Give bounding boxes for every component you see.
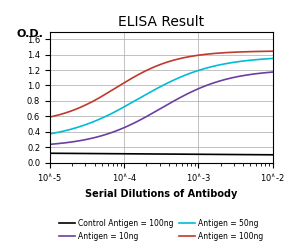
Line: Antigen = 100ng: Antigen = 100ng xyxy=(50,51,273,117)
Line: Control Antigen = 100ng: Control Antigen = 100ng xyxy=(50,153,273,155)
Antigen = 100ng xyxy=(270,50,274,53)
Antigen = 50ng xyxy=(271,57,275,60)
Text: O.D.: O.D. xyxy=(16,29,43,39)
Antigen = 100ng xyxy=(83,104,87,107)
X-axis label: Serial Dilutions of Antibody: Serial Dilutions of Antibody xyxy=(85,189,237,199)
Antigen = 50ng xyxy=(134,98,138,102)
Antigen = 10ng xyxy=(271,70,275,74)
Antigen = 10ng xyxy=(48,143,52,146)
Antigen = 50ng xyxy=(138,96,142,100)
Antigen = 100ng xyxy=(271,50,275,53)
Antigen = 100ng xyxy=(69,110,73,113)
Antigen = 50ng xyxy=(48,132,52,136)
Legend: Control Antigen = 100ng, Antigen = 10ng, Antigen = 50ng, Antigen = 100ng: Control Antigen = 100ng, Antigen = 10ng,… xyxy=(56,216,266,244)
Antigen = 100ng xyxy=(48,116,52,118)
Control Antigen = 100ng xyxy=(270,153,274,156)
Antigen = 10ng xyxy=(138,118,142,122)
Title: ELISA Result: ELISA Result xyxy=(118,15,204,29)
Antigen = 100ng xyxy=(134,74,138,77)
Control Antigen = 100ng xyxy=(271,153,275,156)
Line: Antigen = 10ng: Antigen = 10ng xyxy=(50,72,273,144)
Control Antigen = 100ng xyxy=(134,152,138,155)
Control Antigen = 100ng xyxy=(83,152,87,155)
Antigen = 10ng xyxy=(69,140,73,143)
Control Antigen = 100ng xyxy=(139,152,142,156)
Control Antigen = 100ng xyxy=(138,152,142,156)
Antigen = 10ng xyxy=(270,71,274,74)
Control Antigen = 100ng xyxy=(48,152,52,155)
Antigen = 10ng xyxy=(139,118,142,121)
Antigen = 50ng xyxy=(139,96,142,99)
Control Antigen = 100ng xyxy=(69,152,73,155)
Antigen = 100ng xyxy=(138,72,142,75)
Antigen = 10ng xyxy=(83,138,87,141)
Antigen = 10ng xyxy=(134,120,138,124)
Line: Antigen = 50ng: Antigen = 50ng xyxy=(50,58,273,134)
Antigen = 50ng xyxy=(270,57,274,60)
Antigen = 100ng xyxy=(139,72,142,75)
Antigen = 50ng xyxy=(83,124,87,126)
Antigen = 50ng xyxy=(69,128,73,131)
